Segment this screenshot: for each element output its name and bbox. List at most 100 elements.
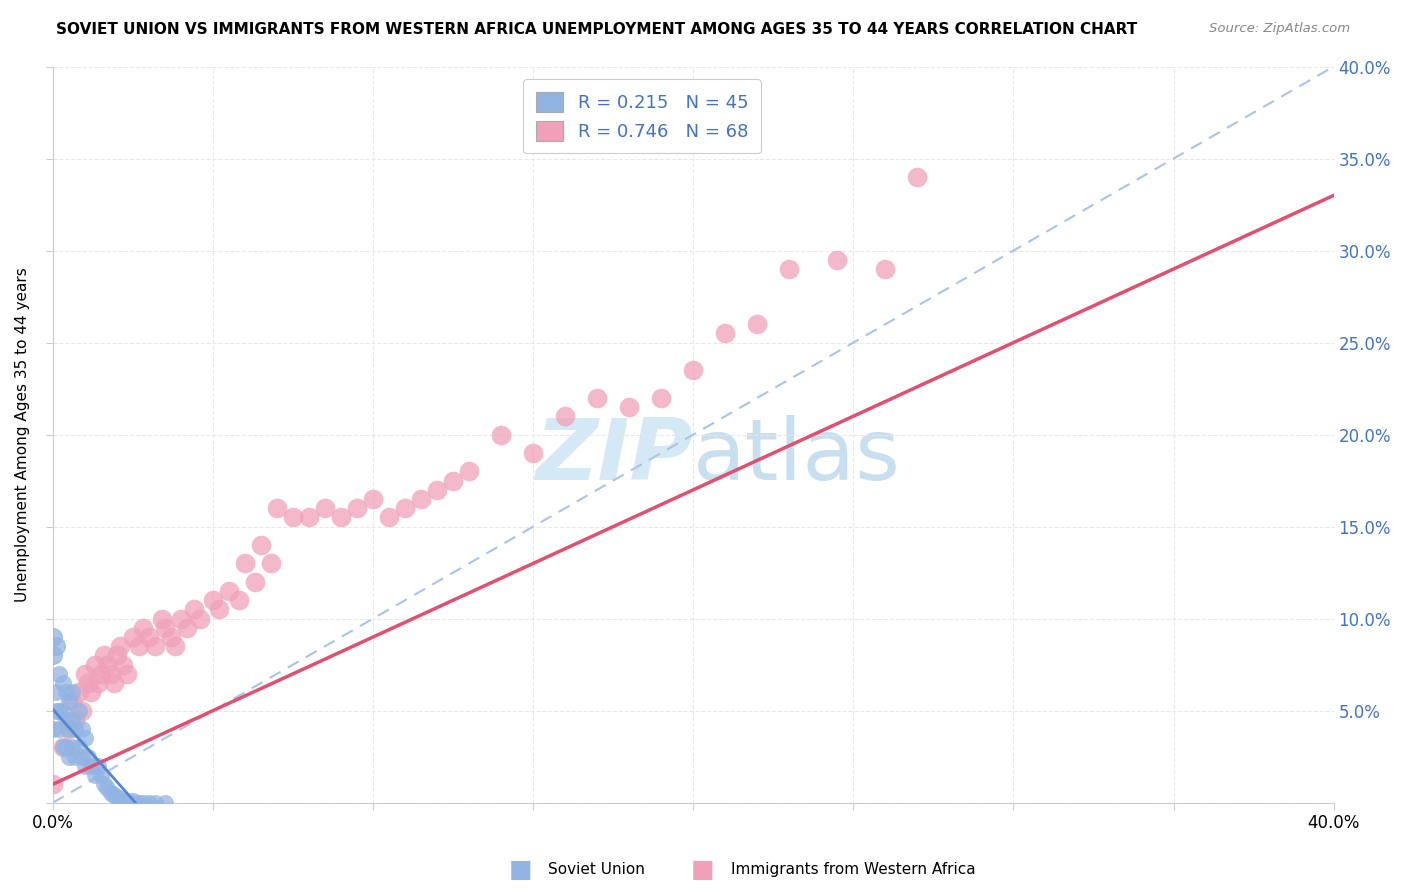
Point — [73, 666, 96, 681]
Point — [42, 648, 65, 663]
Point — [73, 759, 96, 773]
Point — [714, 326, 737, 341]
Point — [426, 483, 449, 497]
Text: ■: ■ — [509, 858, 531, 881]
Point — [619, 400, 641, 414]
Point — [65, 713, 87, 727]
Point — [458, 464, 481, 478]
Point — [361, 491, 384, 506]
Point — [905, 169, 928, 184]
Legend: R = 0.215   N = 45, R = 0.746   N = 68: R = 0.215 N = 45, R = 0.746 N = 68 — [523, 79, 761, 153]
Point — [250, 538, 273, 552]
Point — [650, 391, 672, 405]
Point — [58, 722, 80, 736]
Point — [243, 574, 266, 589]
Point — [48, 704, 70, 718]
Point — [875, 262, 897, 277]
Point — [96, 780, 118, 795]
Point — [138, 796, 160, 810]
Point — [51, 740, 73, 755]
Point — [45, 685, 67, 699]
Point — [55, 740, 77, 755]
Point — [233, 557, 256, 571]
Point — [108, 792, 131, 806]
Point — [115, 666, 138, 681]
Point — [298, 510, 321, 524]
Point — [138, 630, 160, 644]
Point — [51, 704, 73, 718]
Text: SOVIET UNION VS IMMIGRANTS FROM WESTERN AFRICA UNEMPLOYMENT AMONG AGES 35 TO 44 : SOVIET UNION VS IMMIGRANTS FROM WESTERN … — [56, 22, 1137, 37]
Point — [201, 593, 224, 607]
Point — [100, 666, 122, 681]
Point — [153, 621, 176, 635]
Point — [45, 704, 67, 718]
Point — [122, 630, 145, 644]
Point — [70, 749, 93, 764]
Point — [183, 602, 205, 616]
Text: ZIP: ZIP — [536, 415, 693, 498]
Point — [60, 694, 83, 708]
Point — [170, 611, 193, 625]
Text: Soviet Union: Soviet Union — [548, 863, 645, 877]
Point — [83, 768, 105, 782]
Point — [112, 657, 135, 672]
Point — [228, 593, 250, 607]
Text: atlas: atlas — [693, 415, 901, 498]
Point — [77, 676, 100, 690]
Point — [378, 510, 401, 524]
Point — [93, 648, 115, 663]
Point — [108, 639, 131, 653]
Text: Source: ZipAtlas.com: Source: ZipAtlas.com — [1209, 22, 1350, 36]
Point — [150, 611, 173, 625]
Point — [70, 704, 93, 718]
Point — [83, 657, 105, 672]
Point — [67, 740, 90, 755]
Point — [105, 790, 128, 805]
Point — [70, 722, 93, 736]
Point — [554, 409, 576, 424]
Point — [586, 391, 609, 405]
Point — [58, 722, 80, 736]
Point — [153, 796, 176, 810]
Point — [489, 427, 512, 442]
Point — [58, 749, 80, 764]
Point — [103, 789, 125, 803]
Point — [115, 794, 138, 808]
Point — [55, 713, 77, 727]
Point — [58, 694, 80, 708]
Point — [160, 630, 183, 644]
Point — [42, 722, 65, 736]
Point — [163, 639, 186, 653]
Point — [827, 252, 849, 267]
Y-axis label: Unemployment Among Ages 35 to 44 years: Unemployment Among Ages 35 to 44 years — [15, 268, 30, 602]
Point — [131, 621, 153, 635]
Point — [90, 768, 112, 782]
Point — [42, 777, 65, 791]
Point — [218, 584, 240, 599]
Point — [80, 759, 103, 773]
Text: Immigrants from Western Africa: Immigrants from Western Africa — [731, 863, 976, 877]
Point — [90, 666, 112, 681]
Point — [60, 685, 83, 699]
Point — [65, 749, 87, 764]
Point — [80, 685, 103, 699]
Point — [55, 685, 77, 699]
Point — [45, 639, 67, 653]
Point — [73, 731, 96, 746]
Point — [394, 501, 416, 516]
Point — [93, 777, 115, 791]
Point — [522, 446, 544, 460]
Point — [48, 666, 70, 681]
Point — [42, 630, 65, 644]
Point — [60, 740, 83, 755]
Point — [411, 491, 433, 506]
Point — [60, 713, 83, 727]
Point — [77, 749, 100, 764]
Point — [145, 639, 167, 653]
Point — [128, 639, 150, 653]
Point — [122, 794, 145, 808]
Point — [778, 262, 800, 277]
Point — [188, 611, 211, 625]
Point — [112, 794, 135, 808]
Point — [259, 557, 281, 571]
